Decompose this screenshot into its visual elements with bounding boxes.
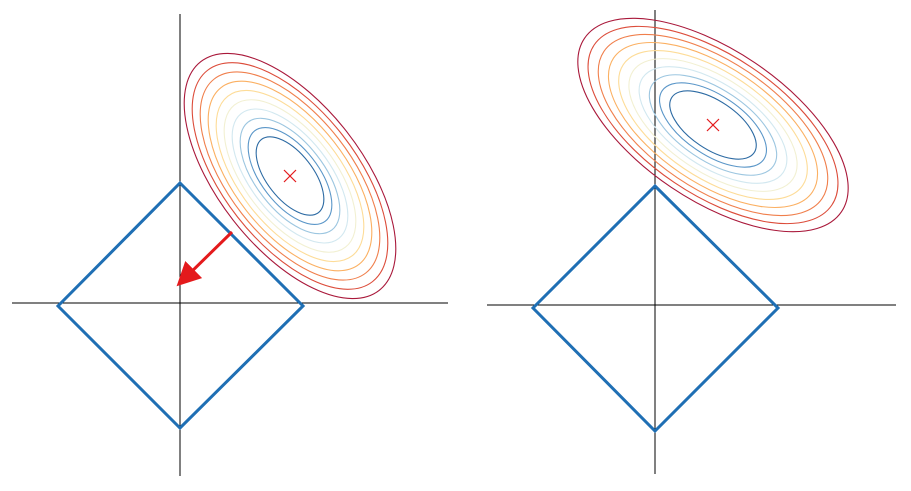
contour-group — [577, 17, 849, 233]
contour-line — [669, 90, 757, 160]
contour-line — [587, 25, 839, 225]
contour-line — [628, 58, 798, 192]
contour-line — [247, 126, 333, 226]
cross-icon — [283, 169, 297, 183]
contour-line — [191, 62, 389, 290]
contour-line — [207, 80, 373, 272]
contour-line — [648, 74, 778, 176]
l1-diamond — [530, 183, 781, 434]
contour-line — [239, 117, 341, 235]
contour-line — [597, 33, 829, 217]
arrow-icon — [176, 230, 234, 287]
contour-line — [618, 50, 808, 200]
cross-icon — [706, 118, 720, 132]
contour-line — [199, 71, 381, 281]
contour-line — [215, 89, 365, 263]
contour-line — [658, 82, 768, 168]
contour-line — [223, 99, 357, 253]
contour-line — [577, 17, 849, 233]
contour-line — [638, 66, 788, 184]
contour-line — [255, 136, 325, 216]
right-panel — [487, 10, 896, 474]
contour-line — [183, 52, 397, 300]
contour-line — [231, 108, 349, 244]
contour-group — [183, 52, 397, 300]
left-panel — [12, 14, 448, 476]
contour-line — [607, 41, 819, 209]
l1-diamond — [55, 180, 306, 431]
